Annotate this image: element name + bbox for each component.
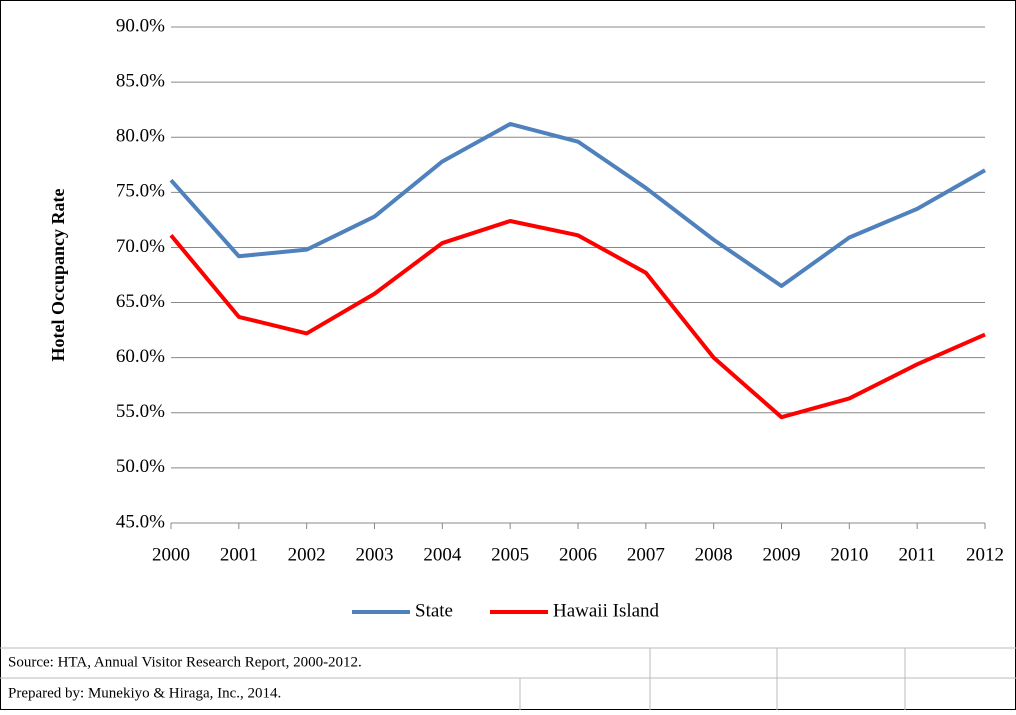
x-tick-label: 2004: [423, 544, 462, 565]
x-tick-label: 2005: [491, 544, 529, 565]
footer-table: [0, 647, 1016, 710]
x-tick-label: 2007: [627, 544, 665, 565]
y-tick-label: 75.0%: [116, 181, 165, 202]
x-tick-label: 2011: [899, 544, 936, 565]
x-tick-label: 2010: [830, 544, 868, 565]
prepared-note: Prepared by: Munekiyo & Hiraga, Inc., 20…: [8, 685, 281, 701]
series-line: [169, 218, 986, 420]
y-tick-label: 55.0%: [116, 401, 165, 422]
y-tick-label: 50.0%: [116, 456, 165, 477]
y-axis-title: Hotel Occupancy Rate: [48, 189, 68, 362]
y-tick-label: 70.0%: [116, 236, 165, 257]
x-tick-label: 2000: [152, 544, 190, 565]
x-tick-label: 2009: [763, 544, 801, 565]
y-tick-label: 60.0%: [116, 346, 165, 367]
x-tick-label: 2002: [288, 544, 326, 565]
series-line: [169, 121, 986, 289]
legend-label: Hawaii Island: [553, 600, 660, 621]
x-tick-label: 2003: [356, 544, 394, 565]
y-tick-label: 65.0%: [116, 291, 165, 312]
x-tick-label: 2008: [695, 544, 733, 565]
y-tick-label: 45.0%: [116, 511, 165, 532]
x-tick-label: 2001: [220, 544, 258, 565]
y-tick-label: 80.0%: [116, 126, 165, 147]
y-tick-label: 90.0%: [116, 15, 165, 36]
legend-label: State: [415, 600, 453, 621]
source-note: Source: HTA, Annual Visitor Research Rep…: [8, 654, 362, 670]
x-tick-label: 2012: [966, 544, 1004, 565]
y-tick-label: 85.0%: [116, 70, 165, 91]
x-tick-label: 2006: [559, 544, 597, 565]
